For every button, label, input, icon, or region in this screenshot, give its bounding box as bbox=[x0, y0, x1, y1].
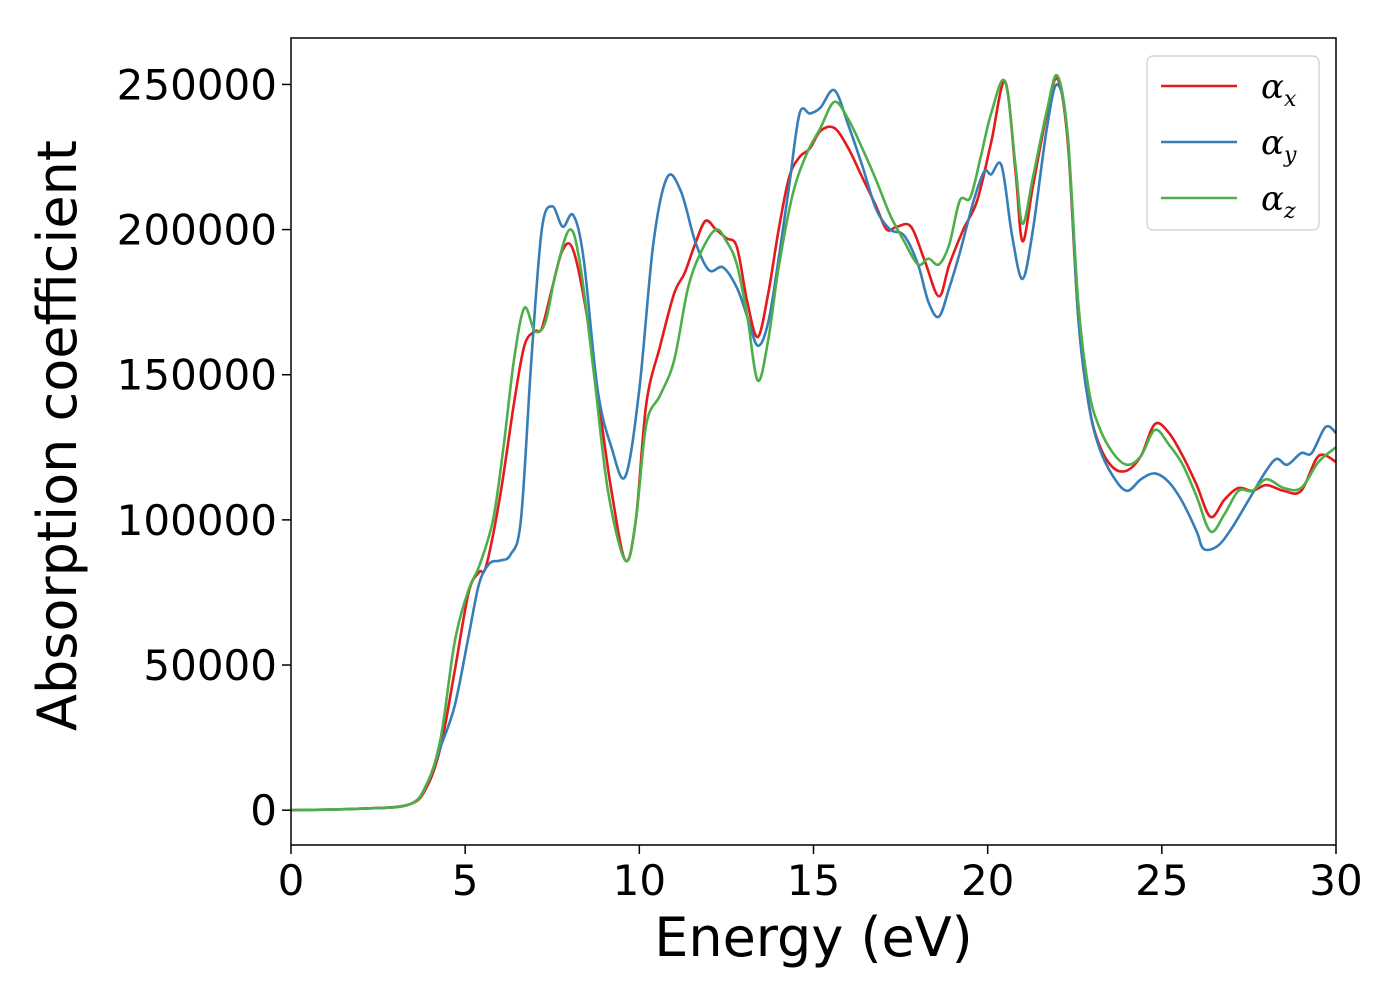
y-tick-label: 250000 bbox=[117, 60, 277, 109]
legend-label-z: αz bbox=[1261, 179, 1296, 224]
x-tick-label: 25 bbox=[1135, 856, 1188, 905]
y-tick-label: 0 bbox=[250, 786, 277, 835]
x-tick-label: 0 bbox=[278, 856, 305, 905]
legend-label-x: αx bbox=[1261, 67, 1297, 112]
legend-label-y: αy bbox=[1261, 123, 1297, 168]
series-line-y bbox=[290, 83, 1337, 812]
x-tick-label: 30 bbox=[1309, 856, 1362, 905]
x-tick-label: 10 bbox=[613, 856, 666, 905]
legend: αx αy αz bbox=[1146, 55, 1320, 231]
x-axis-label: Energy (eV) bbox=[654, 906, 973, 969]
y-tick-label: 150000 bbox=[117, 351, 277, 400]
series-line-z bbox=[290, 73, 1337, 812]
x-tick-label: 5 bbox=[452, 856, 479, 905]
x-tick-label: 15 bbox=[787, 856, 840, 905]
y-axis-ticks: 0 50000 100000 150000 200000 250000 bbox=[117, 60, 291, 835]
y-axis-label: Absorption coefficient bbox=[26, 140, 89, 731]
series-layer bbox=[290, 73, 1337, 812]
y-tick-label: 100000 bbox=[117, 496, 277, 545]
x-axis-ticks: 0 5 10 15 20 25 30 bbox=[278, 845, 1363, 905]
x-tick-label: 20 bbox=[961, 856, 1014, 905]
y-tick-label: 50000 bbox=[143, 641, 277, 690]
y-tick-label: 200000 bbox=[117, 206, 277, 255]
